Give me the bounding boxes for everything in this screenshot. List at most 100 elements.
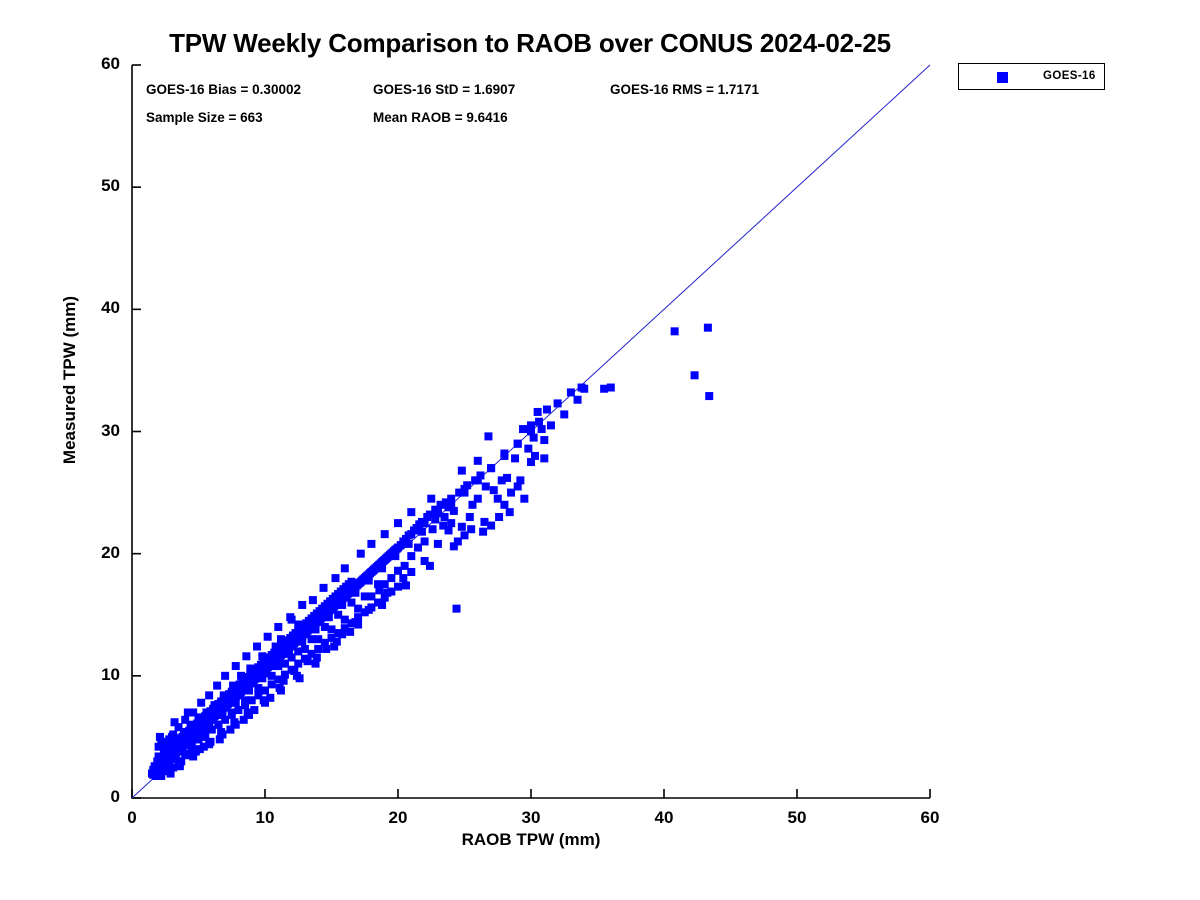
scatter-point	[440, 513, 449, 522]
scatter-point	[433, 539, 442, 548]
x-tick-label: 0	[127, 808, 137, 827]
scatter-point	[566, 388, 575, 397]
scatter-point	[347, 598, 356, 607]
scatter-point	[194, 713, 203, 722]
x-tick-label: 40	[654, 808, 674, 827]
scatter-point	[467, 525, 476, 534]
scatter-point	[484, 432, 493, 441]
scatter-point	[191, 735, 200, 744]
scatter-point	[307, 635, 316, 644]
scatter-point	[431, 515, 440, 524]
scatter-point	[243, 708, 252, 717]
y-axis-label: Measured TPW (mm)	[60, 295, 79, 465]
scatter-point	[174, 723, 183, 732]
scatter-point	[420, 556, 429, 565]
scatter-point	[452, 604, 461, 613]
scatter-point	[542, 405, 551, 414]
scatter-point	[449, 506, 458, 515]
scatter-point	[294, 659, 303, 668]
scatter-point	[165, 735, 174, 744]
scatter-point	[239, 715, 248, 724]
y-tick-label: 0	[110, 787, 120, 806]
scatter-point	[347, 577, 356, 586]
scatter-point	[606, 383, 615, 392]
scatter-point	[480, 517, 489, 526]
scatter-point	[186, 720, 195, 729]
y-tick-label: 50	[101, 176, 120, 196]
scatter-point	[290, 666, 299, 675]
scatter-point	[511, 454, 520, 463]
scatter-point	[534, 417, 543, 426]
scatter-point	[378, 600, 387, 609]
scatter-point	[489, 486, 498, 495]
scatter-point	[226, 725, 235, 734]
scatter-point	[500, 500, 509, 509]
scatter-point	[205, 723, 214, 732]
scatter-point	[159, 750, 168, 759]
scatter-point	[294, 647, 303, 656]
scatter-point	[332, 637, 341, 646]
scatter-point	[185, 751, 194, 760]
scatter-point	[221, 698, 230, 707]
scatter-point	[354, 613, 363, 622]
legend: GOES-16	[958, 63, 1105, 90]
scatter-point	[383, 588, 392, 597]
scatter-point	[449, 542, 458, 551]
scatter-point	[497, 476, 506, 485]
scatter-point	[560, 410, 569, 419]
scatter-point	[197, 698, 206, 707]
scatter-point	[189, 708, 198, 717]
scatter-point	[275, 684, 284, 693]
scatter-point	[420, 519, 429, 528]
scatter-point	[157, 739, 166, 748]
scatter-point	[520, 494, 529, 503]
scatter-point	[210, 701, 219, 710]
scatter-point	[354, 604, 363, 613]
scatter-point	[391, 552, 400, 561]
scatter-point	[481, 482, 490, 491]
scatter-point	[380, 530, 389, 539]
scatter-point	[247, 696, 256, 705]
scatter-point	[436, 500, 445, 509]
scatter-point	[274, 622, 283, 631]
scatter-point	[258, 652, 267, 661]
scatter-point	[280, 659, 289, 668]
scatter-point	[479, 527, 488, 536]
scatter-point	[314, 644, 323, 653]
scatter-point	[319, 583, 328, 592]
scatter-point	[407, 552, 416, 561]
scatter-point	[703, 323, 712, 332]
scatter-point	[320, 622, 329, 631]
y-tick-label: 30	[101, 420, 120, 440]
scatter-point	[400, 561, 409, 570]
tick-marks	[131, 64, 931, 799]
scatter-point	[340, 624, 349, 633]
scatter-point	[367, 539, 376, 548]
scatter-point	[473, 494, 482, 503]
scatter-point	[201, 732, 210, 741]
scatter-point	[453, 537, 462, 546]
scatter-point	[312, 653, 321, 662]
scatter-point	[507, 488, 516, 497]
scatter-point	[300, 644, 309, 653]
scatter-point	[250, 706, 259, 715]
scatter-point	[246, 664, 255, 673]
scatter-point	[447, 500, 456, 509]
scatter-point	[276, 635, 285, 644]
scatter-point	[215, 735, 224, 744]
scatter-point	[221, 715, 230, 724]
scatter-point	[546, 421, 555, 430]
x-tick-label: 50	[787, 808, 807, 827]
scatter-point	[259, 696, 268, 705]
scatter-point	[237, 671, 246, 680]
scatter-point	[327, 625, 336, 634]
scatter-point	[340, 615, 349, 624]
scatter-point	[254, 691, 263, 700]
scatter-point	[468, 500, 477, 509]
scatter-point	[394, 566, 402, 575]
scatter-point	[375, 586, 384, 595]
scatter-point	[258, 674, 267, 683]
scatter-point	[271, 642, 280, 651]
scatter-point	[364, 605, 373, 614]
